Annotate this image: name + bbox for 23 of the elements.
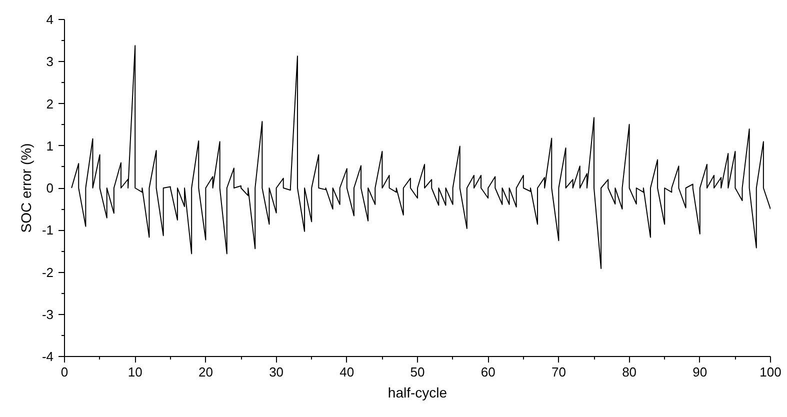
y-tick-label: -2 xyxy=(42,264,54,280)
y-tick-label: -1 xyxy=(42,222,54,238)
x-tick-label: 0 xyxy=(60,364,68,380)
x-tick-label: 100 xyxy=(760,364,782,380)
x-tick-label: 30 xyxy=(269,364,284,380)
y-tick-label: 4 xyxy=(46,12,54,27)
x-axis-title: half-cycle xyxy=(388,384,448,400)
x-tick-label: 70 xyxy=(551,364,566,380)
y-tick-label: 2 xyxy=(46,96,54,112)
x-tick-label: 90 xyxy=(692,364,708,380)
x-tick-label: 10 xyxy=(128,364,142,380)
x-tick-label: 40 xyxy=(340,364,354,380)
x-tick-label: 50 xyxy=(410,364,425,380)
y-tick-label: 3 xyxy=(46,54,54,70)
y-tick-label: -3 xyxy=(42,306,54,322)
y-tick-label: -4 xyxy=(42,349,54,364)
y-tick-label: 0 xyxy=(46,180,54,196)
line-series xyxy=(71,45,770,269)
x-tick-label: 60 xyxy=(480,364,496,380)
y-tick-label: 1 xyxy=(46,138,54,154)
x-tick-label: 20 xyxy=(198,364,213,380)
x-tick-label: 80 xyxy=(622,364,637,380)
y-axis-title: SOC error (%) xyxy=(18,143,34,233)
